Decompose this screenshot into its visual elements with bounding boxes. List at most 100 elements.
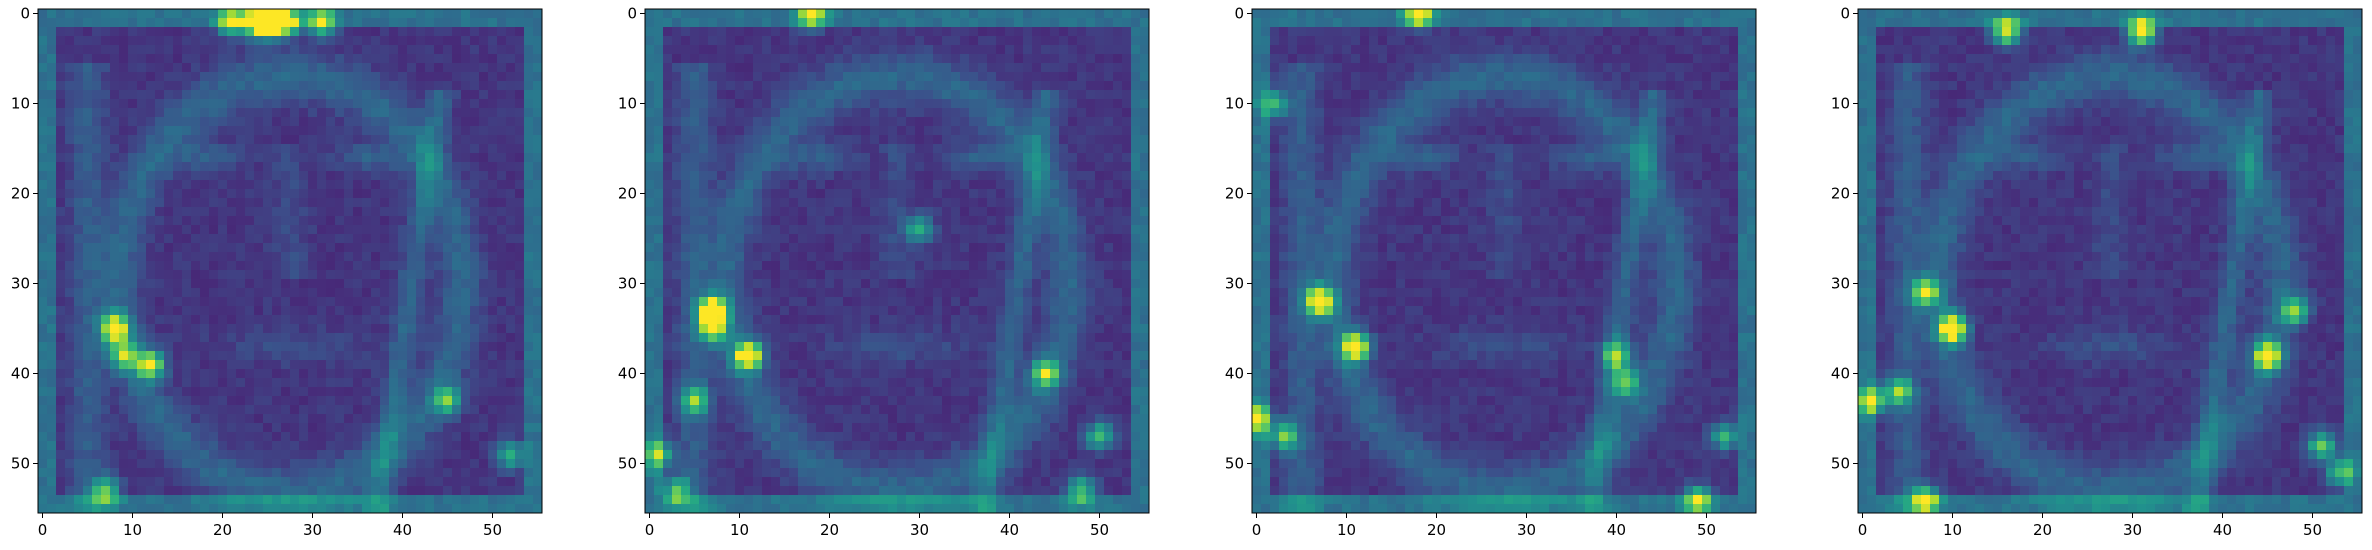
heatmap-cell: [1113, 117, 1123, 127]
heatmap-cell: [218, 144, 228, 154]
heatmap-cell: [852, 252, 862, 262]
heatmap-cell: [227, 90, 237, 100]
heatmap-cell: [960, 144, 970, 154]
heatmap-cell: [807, 297, 817, 307]
heatmap-cell: [1140, 27, 1150, 37]
heatmap-cell: [798, 108, 808, 118]
heatmap-cell: [533, 315, 543, 325]
heatmap-cell: [506, 360, 516, 370]
heatmap-cell: [362, 117, 372, 127]
heatmap-cell: [407, 306, 417, 316]
heatmap-cell: [825, 216, 835, 226]
heatmap-cell: [825, 9, 835, 19]
heatmap-cell: [218, 9, 228, 19]
heatmap-cell: [254, 234, 264, 244]
heatmap-cell: [1122, 117, 1132, 127]
heatmap-cell: [326, 495, 336, 505]
heatmap-cell: [38, 180, 48, 190]
heatmap-cell: [1086, 153, 1096, 163]
heatmap-cell: [888, 126, 898, 136]
heatmap-cell: [191, 90, 201, 100]
heatmap-cell: [443, 441, 453, 451]
heatmap-cell: [362, 378, 372, 388]
heatmap-cell: [56, 108, 66, 118]
heatmap-cell: [888, 99, 898, 109]
heatmap-cell: [227, 360, 237, 370]
heatmap-cell: [960, 99, 970, 109]
heatmap-cell: [191, 153, 201, 163]
heatmap-cell: [209, 63, 219, 73]
heatmap-cell: [416, 36, 426, 46]
heatmap-cell: [524, 171, 534, 181]
heatmap-cell: [870, 153, 880, 163]
heatmap-cell: [479, 234, 489, 244]
heatmap-cell: [663, 108, 673, 118]
heatmap-cell: [987, 171, 997, 181]
heatmap-cell: [479, 18, 489, 28]
heatmap-cell: [263, 504, 273, 514]
heatmap-cell: [38, 261, 48, 271]
heatmap-cell: [326, 180, 336, 190]
heatmap-cell: [479, 117, 489, 127]
heatmap-cell: [816, 54, 826, 64]
heatmap-cell: [434, 135, 444, 145]
heatmap-cell: [506, 225, 516, 235]
heatmap-cell: [173, 351, 183, 361]
heatmap-cell: [470, 180, 480, 190]
heatmap-cell: [951, 27, 961, 37]
heatmap-cell: [434, 144, 444, 154]
heatmap-cell: [38, 36, 48, 46]
heatmap-cell: [852, 297, 862, 307]
heatmap-cell: [1104, 90, 1114, 100]
heatmap-cell: [119, 441, 129, 451]
heatmap-cell: [726, 45, 736, 55]
heatmap-cell: [816, 135, 826, 145]
heatmap-cell: [443, 405, 453, 415]
heatmap-cell: [380, 360, 390, 370]
heatmap-cell: [110, 504, 120, 514]
heatmap-cell: [416, 369, 426, 379]
heatmap-cell: [92, 81, 102, 91]
heatmap-cell: [128, 108, 138, 118]
heatmap-cell: [398, 108, 408, 118]
heatmap-cell: [1059, 72, 1069, 82]
heatmap-cell: [299, 387, 309, 397]
heatmap-cell: [1050, 162, 1060, 172]
heatmap-cell: [969, 126, 979, 136]
heatmap-cell: [708, 279, 718, 289]
heatmap-cell: [1140, 180, 1150, 190]
heatmap-cell: [173, 270, 183, 280]
heatmap-cell: [353, 225, 363, 235]
heatmap-cell: [398, 135, 408, 145]
heatmap-cell: [317, 333, 327, 343]
heatmap-cell: [506, 171, 516, 181]
heatmap-cell: [200, 243, 210, 253]
heatmap-cell: [488, 477, 498, 487]
heatmap-cell: [762, 81, 772, 91]
heatmap-cell: [200, 45, 210, 55]
heatmap-cell: [200, 504, 210, 514]
heatmap-cell: [308, 81, 318, 91]
heatmap-cell: [645, 108, 655, 118]
heatmap-cell: [960, 117, 970, 127]
heatmap-cell: [128, 171, 138, 181]
heatmap-cell: [897, 252, 907, 262]
heatmap-cell: [506, 306, 516, 316]
heatmap-cell: [924, 72, 934, 82]
heatmap-cell: [434, 63, 444, 73]
heatmap-cell: [924, 189, 934, 199]
heatmap-cell: [654, 297, 664, 307]
heatmap-cell: [110, 117, 120, 127]
heatmap-cell: [299, 324, 309, 334]
heatmap-cell: [726, 243, 736, 253]
heatmap-cell: [834, 45, 844, 55]
heatmap-cell: [452, 189, 462, 199]
heatmap-cell: [191, 9, 201, 19]
heatmap-cell: [389, 504, 399, 514]
heatmap-cell: [299, 468, 309, 478]
heatmap-cell: [164, 72, 174, 82]
heatmap-cell: [119, 477, 129, 487]
heatmap-cell: [344, 315, 354, 325]
heatmap-cell: [807, 234, 817, 244]
